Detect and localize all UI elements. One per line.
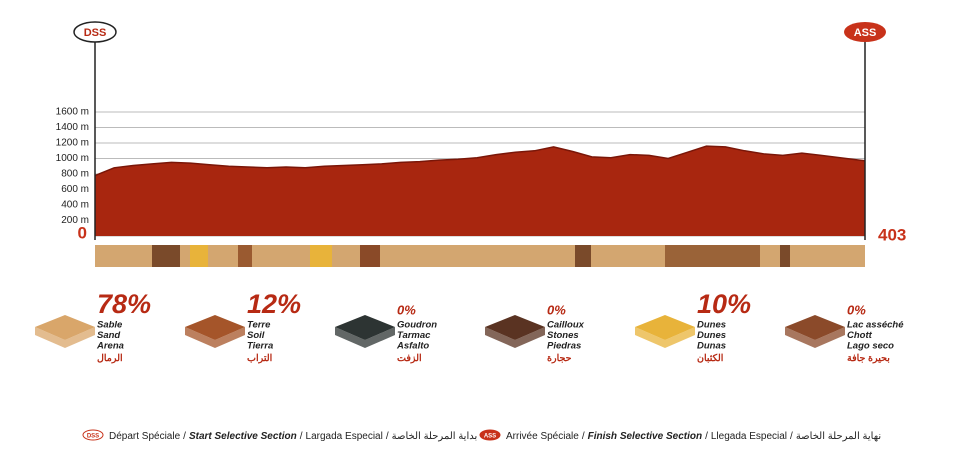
surface-name: Chott [847,330,873,341]
separator: / [705,431,708,442]
y-tick-label: 1000 m [56,153,89,164]
surface-name: Terre [247,320,271,331]
surface-percent: 78% [97,289,151,319]
end-icon [479,429,501,441]
surface-name: Sable [97,320,123,331]
surface-percent: 0% [847,302,866,317]
surface-name: حجارة [547,353,572,364]
surface-name: الرمال [97,353,123,364]
surface-icon [785,315,845,340]
surface-icon [485,315,545,340]
surface-icon-side [335,327,395,348]
surface-icon [335,315,395,340]
surface-name: Stones [547,330,579,341]
legend-text: بداية المرحلة الخاصة [392,431,478,442]
surface-icon [185,315,245,340]
surface-percent: 0% [397,302,416,317]
surface-name: Lac asséché [847,320,904,331]
surface-percent: 0% [547,302,566,317]
legend-text: Départ Spéciale [109,431,181,442]
surface-icon-side [635,327,695,348]
y-tick-label: 0 [78,223,87,242]
separator: / [386,431,389,442]
legend-text: Finish Selective Section [588,431,702,442]
surface-name: Soil [247,330,265,341]
surface-percent: 10% [697,289,751,319]
surface-name: Tierra [247,341,273,352]
surface-name: Lago seco [847,341,894,352]
y-tick-label: 600 m [61,184,89,195]
y-tick-label: 1200 m [56,138,89,149]
separator: / [790,431,793,442]
legend-text: Arrivée Spéciale [506,431,579,442]
surface-name: Goudron [397,320,437,331]
surface-icon [635,315,695,340]
elevation-line [94,145,866,177]
surface-name: Arena [96,341,124,352]
separator: / [300,431,303,442]
start-marker: DSS [84,27,107,39]
surface-name: Dunes [697,320,726,331]
surface-name: Cailloux [547,320,585,331]
legend-text: Largada Especial [306,431,383,442]
start-icon [82,429,104,441]
end-icon-label: ASS [484,434,496,440]
surface-name: Tarmac [397,330,431,341]
surface-icon-side [485,327,545,348]
legend-text: Start Selective Section [189,431,297,442]
start-icon-label: DSS [87,434,99,440]
start-badge [73,21,117,43]
end-badge [844,22,886,42]
surface-name: Dunes [697,330,726,341]
surface-icon [35,315,95,340]
separator: / [183,431,186,442]
surface-name: Asfalto [396,341,429,352]
separator: / [582,431,585,442]
surface-name: الكثبان [697,353,724,364]
surface-strip [95,245,865,267]
surface-name: الزفت [397,353,422,364]
legend-text: Llegada Especial [711,431,787,442]
surface-icon-side [35,327,95,348]
surface-icon-side [785,327,845,348]
y-tick-label: 1600 m [56,107,89,118]
total-distance: 403 [878,225,906,244]
elevation-area [95,146,865,236]
footer: DSS Départ Spéciale / Start Selective Secti… [82,429,881,442]
start-legend: Départ Spéciale / Start Selective Section /… [109,431,477,442]
surface-icon-side [185,327,245,348]
surface-percent: 12% [247,289,301,319]
surface-name: بحيرة جافة [847,353,890,364]
y-tick-label: 800 m [61,169,89,180]
surface-name: Sand [97,330,120,341]
surface-name: Piedras [547,341,581,352]
y-tick-label: 400 m [61,200,89,211]
surface-name: Dunas [697,341,726,352]
y-tick-label: 1400 m [56,122,89,133]
y-tick-label: 200 m [61,215,89,226]
surface-name: التراب [247,353,273,364]
end-marker: ASS [854,27,877,39]
end-legend: Arrivée Spéciale / Finish Selective Sectio… [506,431,881,442]
legend-text: نهاية المرحلة الخاصة [796,431,881,442]
